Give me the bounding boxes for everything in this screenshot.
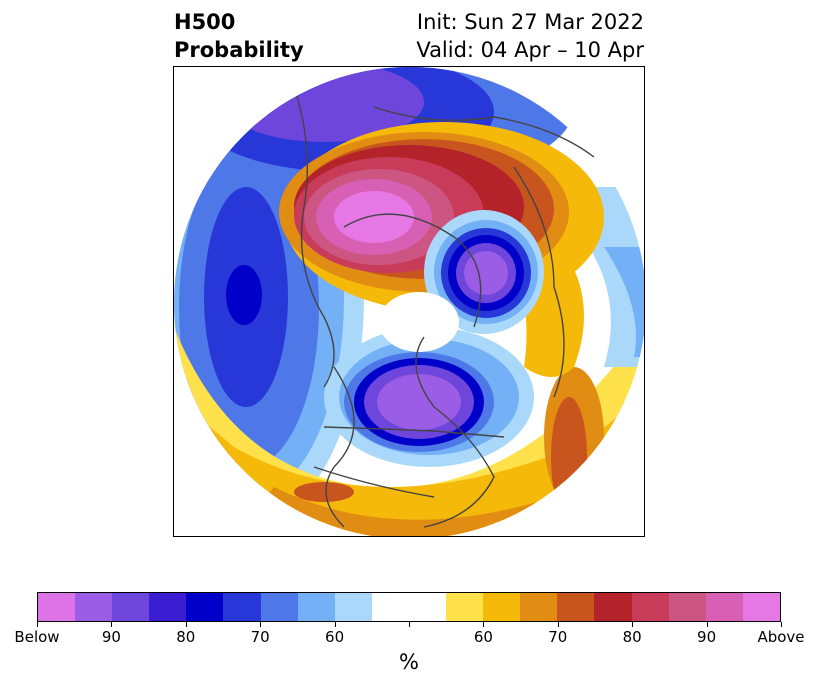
title-valid-range: Valid: 04 Apr – 10 Apr — [416, 38, 644, 62]
southern-above-core-west — [294, 482, 354, 502]
polar-stereographic-map — [174, 67, 644, 536]
colorbar-swatch — [223, 593, 261, 621]
colorbar-tick-mark — [185, 622, 187, 627]
map-title-left: H500 Probability — [174, 8, 304, 64]
colorbar-swatch — [334, 593, 372, 621]
title-variable: H500 — [174, 10, 236, 34]
colorbar-tick-label: 70 — [548, 628, 568, 646]
colorbar-swatch — [446, 593, 484, 621]
east-below-light — [534, 187, 644, 367]
colorbar-tick-label: Below — [14, 628, 60, 646]
colorbar-tick-label: 70 — [250, 628, 270, 646]
colorbar-swatch — [520, 593, 558, 621]
colorbar-tick-mark — [557, 622, 559, 627]
colorbar-swatch — [742, 593, 780, 621]
border-line — [323, 426, 505, 438]
colorbar-swatch — [371, 593, 409, 621]
title-init-date: Init: Sun 27 Mar 2022 — [416, 10, 644, 34]
colorbar-swatch — [260, 593, 298, 621]
colorbar-tick-mark — [409, 622, 410, 627]
colorbar-tick-label: 60 — [325, 628, 345, 646]
colorbar-tick-mark — [706, 622, 708, 627]
arctic-low-core — [464, 251, 508, 295]
colorbar-tick-mark — [781, 622, 782, 627]
colorbar-swatch — [594, 593, 632, 621]
title-product: Probability — [174, 38, 304, 62]
colorbar-tick-label: 90 — [697, 628, 717, 646]
coastline-f — [513, 166, 565, 398]
neutral-gap — [379, 292, 459, 352]
colorbar-swatch — [75, 593, 113, 621]
east-below-mid — [604, 247, 644, 357]
colorbar-tick-label: 90 — [101, 628, 121, 646]
coastline-a — [293, 86, 335, 388]
southern-above-band-2 — [174, 367, 644, 536]
colorbar-tick-label: Above — [757, 628, 805, 646]
shaded-probability-field — [174, 67, 644, 536]
colorbar-tick-mark — [37, 622, 38, 627]
coastline-c — [373, 106, 595, 158]
colorbar-swatch — [38, 593, 76, 621]
east-above-core — [551, 397, 587, 517]
colorbar-tick-mark — [483, 622, 485, 627]
colorbar-swatch — [297, 593, 335, 621]
colorbar-tick-label: 60 — [473, 628, 493, 646]
colorbar-swatch — [631, 593, 669, 621]
colorbar-swatch — [149, 593, 187, 621]
colorbar-unit-label: % — [399, 650, 419, 674]
coastline-e — [415, 336, 495, 528]
coastline-d — [343, 213, 482, 328]
colorbar-swatch — [483, 593, 521, 621]
coastline-b — [325, 366, 355, 528]
ridge-above-core — [334, 191, 414, 243]
probability-colorbar — [37, 592, 781, 622]
colorbar-swatch — [557, 593, 595, 621]
trough-below-core — [377, 374, 461, 430]
colorbar-swatch — [705, 593, 743, 621]
colorbar-swatch — [186, 593, 224, 621]
coastlines — [293, 86, 595, 528]
map-title-right: Init: Sun 27 Mar 2022 Valid: 04 Apr – 10… — [416, 8, 644, 64]
colorbar-tick-label: 80 — [176, 628, 196, 646]
colorbar-tick-mark — [632, 622, 634, 627]
probability-map — [173, 66, 645, 537]
border-line-2 — [313, 466, 435, 498]
colorbar-tick-mark — [260, 622, 262, 627]
colorbar-swatch — [408, 593, 447, 621]
colorbar-swatch — [668, 593, 706, 621]
colorbar-swatch — [112, 593, 150, 621]
colorbar-tick-label: 80 — [622, 628, 642, 646]
colorbar-tick-mark — [334, 622, 336, 627]
pacific-below-core — [226, 265, 262, 325]
colorbar-tick-mark — [111, 622, 113, 627]
